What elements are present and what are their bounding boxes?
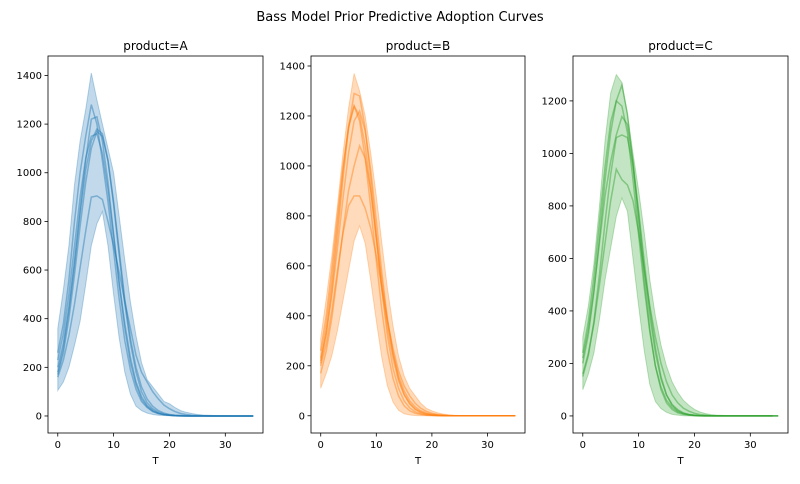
x-tick-label: 30: [219, 440, 232, 451]
x-tick-label: 10: [632, 440, 645, 451]
y-tick-label: 1400: [280, 61, 305, 72]
series-line-4: [57, 195, 254, 417]
x-axis-label: T: [414, 456, 422, 467]
y-tick-label: 600: [23, 266, 42, 277]
y-tick-label: 0: [561, 411, 567, 422]
x-tick-label: 0: [55, 440, 61, 451]
series-line-2: [57, 130, 254, 417]
y-tick-label: 200: [286, 361, 305, 372]
y-tick-label: 600: [286, 261, 305, 272]
series-line-1: [582, 82, 779, 417]
subplot-title: product=C: [648, 39, 713, 53]
series-line-1: [319, 92, 516, 417]
series-line-3: [582, 114, 773, 417]
y-tick-label: 800: [548, 201, 567, 212]
x-tick-label: 10: [107, 440, 120, 451]
hdi-band: [320, 73, 516, 417]
series-line-2: [582, 134, 773, 417]
y-tick-label: 1400: [17, 71, 42, 82]
series-line-5: [319, 103, 516, 417]
series-line-1: [57, 104, 254, 417]
y-tick-label: 400: [286, 311, 305, 322]
x-tick-label: 20: [426, 440, 439, 451]
series-line-4: [582, 166, 779, 417]
series-line-2: [319, 103, 516, 417]
x-tick-label: 30: [481, 440, 494, 451]
axes-frame: [47, 55, 264, 434]
subplot-title: product=A: [123, 39, 188, 53]
hdi-band: [582, 73, 779, 417]
x-tick-label: 20: [688, 440, 701, 451]
series-line-5: [57, 132, 254, 417]
series-line-5: [582, 99, 779, 417]
y-tick-label: 200: [23, 363, 42, 374]
y-tick-label: 1000: [280, 161, 305, 172]
x-axis-label: T: [676, 456, 684, 467]
y-tick-label: 1200: [280, 111, 305, 122]
subplot-product-a: 0 10 20 30 0 200 400 600 800 1000 1200 1400 product=…: [17, 39, 264, 467]
y-tick-label: 1200: [542, 96, 567, 107]
y-tick-label: 400: [23, 314, 42, 325]
subplot-title: product=B: [386, 39, 450, 53]
y-tick-label: 200: [548, 359, 567, 370]
y-tick-label: 1200: [17, 120, 42, 131]
y-tick-label: 1000: [542, 149, 567, 160]
axes-frame: [572, 55, 789, 434]
x-tick-label: 0: [580, 440, 586, 451]
subplot-product-b: 0 10 20 30 0 200 400 600 800 1000 1200 1400 product=…: [280, 39, 526, 467]
y-tick-label: 1000: [17, 168, 42, 179]
y-tick-label: 0: [36, 411, 42, 422]
y-tick-label: 800: [286, 211, 305, 222]
subplot-product-c: 0 10 20 30 0 200 400 600 800 1000 1200 product=C T: [542, 39, 789, 467]
x-tick-label: 0: [318, 440, 324, 451]
series-line-3: [319, 143, 516, 417]
y-tick-label: 800: [23, 217, 42, 228]
x-tick-label: 20: [163, 440, 176, 451]
axes-frame: [310, 55, 526, 434]
y-tick-label: 600: [548, 254, 567, 265]
series-line-6: [57, 127, 254, 417]
figure-title: Bass Model Prior Predictive Adoption Cur…: [256, 10, 543, 25]
y-tick-label: 0: [299, 411, 305, 422]
series-line-4: [319, 195, 516, 417]
x-axis-label: T: [151, 456, 159, 467]
series-line-6: [319, 109, 516, 417]
y-tick-label: 400: [548, 306, 567, 317]
hdi-band: [57, 72, 254, 417]
x-tick-label: 30: [744, 440, 757, 451]
x-tick-label: 10: [370, 440, 383, 451]
series-line-3: [57, 115, 254, 417]
